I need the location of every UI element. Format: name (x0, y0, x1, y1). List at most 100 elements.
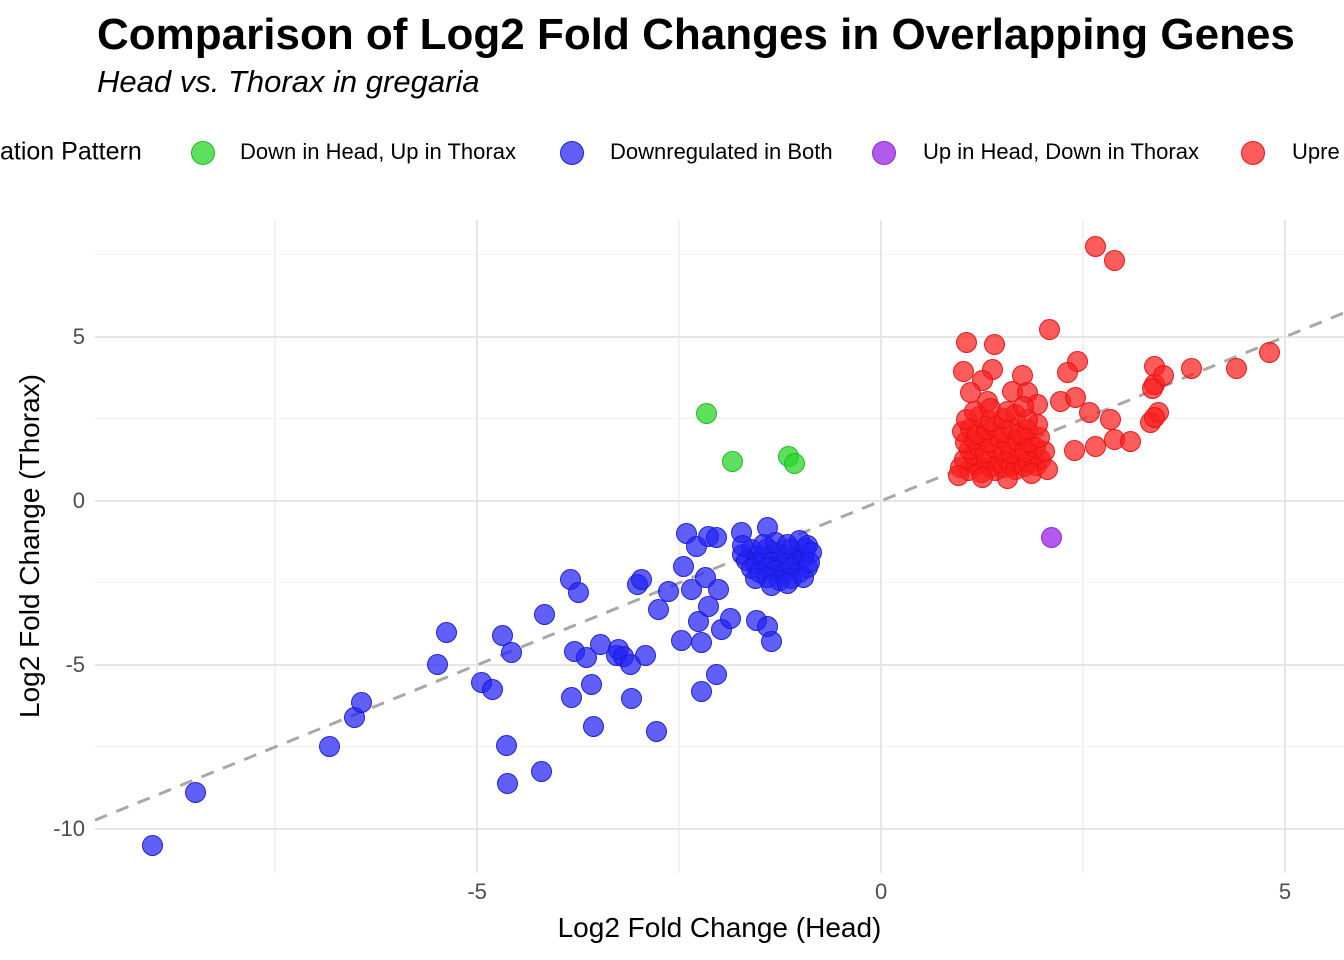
scatter-point (1226, 358, 1248, 380)
scatter-point (1142, 378, 1164, 400)
scatter-point (996, 468, 1018, 490)
scatter-point (708, 579, 730, 601)
legend-swatch-icon (191, 141, 215, 165)
scatter-point (1104, 250, 1126, 272)
scatter-point (575, 646, 597, 668)
scatter-point (696, 403, 718, 425)
y-tick-label: 0 (72, 487, 85, 513)
scatter-point (568, 582, 590, 604)
scatter-point (582, 716, 604, 738)
y-axis-title: Log2 Fold Change (Thorax) (14, 374, 45, 718)
legend-title: ation Pattern (0, 137, 142, 166)
scatter-point (1180, 358, 1202, 380)
scatter-point (673, 556, 695, 578)
legend-item-label: Up in Head, Down in Thorax (923, 139, 1199, 164)
scatter-point (697, 596, 719, 618)
scatter-point (732, 535, 754, 557)
scatter-point (427, 654, 449, 676)
minor-gridline-x (274, 220, 276, 873)
scatter-point (351, 691, 373, 713)
scatter-point (631, 569, 653, 591)
scatter-point (491, 624, 513, 646)
scatter-point (1037, 458, 1058, 480)
y-tick-label: -5 (65, 651, 85, 677)
scatter-point (561, 686, 583, 708)
scatter-point (799, 551, 821, 573)
scatter-point (1100, 409, 1122, 431)
minor-gridline-x (678, 220, 680, 873)
scatter-point (680, 579, 702, 601)
scatter-point (185, 782, 207, 804)
minor-gridline-x (1082, 220, 1084, 873)
scatter-point (620, 687, 642, 709)
legend-swatch-icon (1241, 141, 1265, 165)
major-gridline-x (880, 220, 883, 873)
x-tick-label: 5 (1278, 879, 1292, 904)
scatter-point (658, 581, 680, 603)
x-tick-label: 0 (874, 879, 888, 904)
scatter-point (581, 674, 603, 696)
legend-item-label: Upre (1292, 139, 1340, 164)
legend-item-label: Downregulated in Both (610, 139, 833, 164)
scatter-point (956, 332, 978, 354)
scatter-point (705, 527, 727, 549)
y-tick-label: -10 (53, 816, 85, 842)
major-gridline-y (95, 828, 1344, 831)
scatter-point (1012, 396, 1034, 418)
scatter-point (435, 622, 457, 644)
major-gridline-y (95, 499, 1344, 502)
chart-subtitle: Head vs. Thorax in gregaria (97, 64, 480, 99)
major-gridline-x (1284, 220, 1287, 873)
scatter-point (495, 734, 517, 756)
scatter-point (784, 453, 806, 475)
scatter-point (1064, 439, 1086, 461)
scatter-point (496, 772, 518, 794)
y-tick-label: 5 (72, 323, 85, 349)
minor-gridline-y (95, 745, 1344, 748)
scatter-point (984, 334, 1006, 356)
scatter-point (1041, 527, 1063, 549)
legend: ation Pattern Down in Head, Up in Thorax… (0, 130, 1344, 176)
legend-item-label: Down in Head, Up in Thorax (240, 139, 516, 164)
minor-gridline-y (95, 253, 1344, 256)
scatter-point (952, 361, 974, 383)
scatter-point (687, 611, 709, 633)
scatter-point (635, 644, 657, 666)
chart-title: Comparison of Log2 Fold Changes in Overl… (97, 10, 1295, 59)
scatter-point (1039, 319, 1061, 341)
scatter-point (1084, 236, 1106, 258)
scatter-point (671, 629, 693, 651)
scatter-point (1143, 407, 1165, 429)
scatter-point (721, 451, 743, 473)
scatter-point (720, 607, 742, 629)
major-gridline-x (476, 220, 479, 873)
scatter-point (1079, 402, 1100, 424)
legend-swatch-icon (560, 141, 584, 165)
scatter-point (1120, 431, 1142, 453)
scatter-point (691, 632, 713, 654)
scatter-point (141, 834, 163, 856)
major-gridline-y (95, 335, 1344, 338)
x-tick-label: -5 (467, 879, 487, 904)
x-axis-title: Log2 Fold Change (Head) (557, 912, 882, 943)
scatter-point (500, 642, 522, 664)
scatter-point (648, 599, 670, 621)
scatter-point (1057, 362, 1079, 384)
scatter-point (1084, 436, 1106, 458)
scatter-point (531, 761, 553, 783)
scatter-point (776, 573, 798, 595)
scatter-point (645, 721, 667, 743)
scatter-point (972, 466, 994, 488)
scatter-point (705, 664, 727, 686)
scatter-point (318, 736, 340, 758)
scatter-point (1065, 387, 1087, 409)
scatter-point (760, 631, 782, 653)
scatter-point (533, 603, 555, 625)
scatter-point (481, 679, 503, 701)
legend-swatch-icon (872, 141, 896, 165)
scatter-point (1259, 342, 1281, 364)
scatter-point (948, 465, 970, 487)
